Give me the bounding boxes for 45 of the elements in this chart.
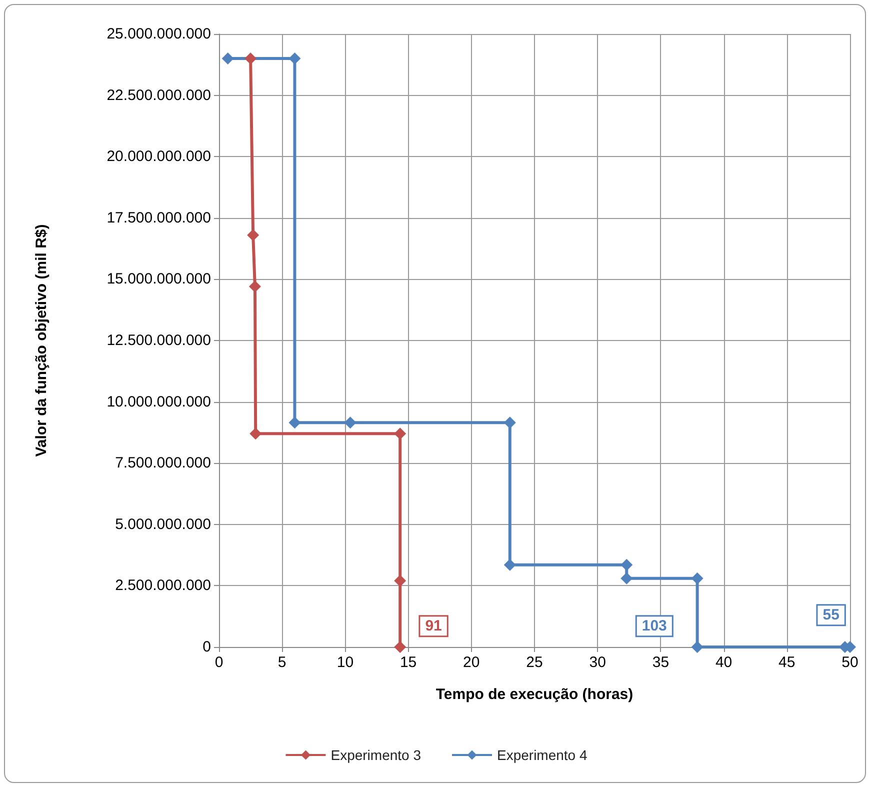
annotation: 55 xyxy=(822,606,840,624)
point xyxy=(394,574,406,587)
x-tick-label: 30 xyxy=(589,654,606,671)
point xyxy=(691,641,704,653)
y-tick-label: 20.000.000.000 xyxy=(106,148,211,166)
x-tick-label: 20 xyxy=(463,654,480,671)
point xyxy=(288,52,301,65)
x-tick-label: 45 xyxy=(778,654,796,671)
point xyxy=(247,229,260,242)
legend-label: Experimento 4 xyxy=(497,747,588,763)
point xyxy=(504,558,516,571)
x-tick-label: 5 xyxy=(278,654,286,671)
annotation: 91 xyxy=(425,618,442,635)
y-tick-label: 25.000.000.000 xyxy=(106,26,211,42)
point xyxy=(250,428,262,440)
y-tick-label: 17.500.000.000 xyxy=(106,209,211,226)
point xyxy=(244,52,257,65)
point xyxy=(222,52,234,65)
legend-label: Experimento 3 xyxy=(330,747,422,763)
y-tick-label: 15.000.000.000 xyxy=(106,270,211,288)
y-tick-label: 2.500.000.000 xyxy=(115,577,211,594)
y-tick-label: 12.500.000.000 xyxy=(106,332,211,349)
x-tick-label: 15 xyxy=(400,654,417,671)
y-axis-title: Valor da função objetivo (mil R$) xyxy=(33,224,50,457)
point xyxy=(620,558,633,571)
x-tick-label: 25 xyxy=(526,654,543,671)
point xyxy=(620,572,633,584)
point xyxy=(288,416,301,429)
point xyxy=(394,428,406,440)
x-tick-label: 10 xyxy=(336,654,354,671)
y-tick-label: 5.000.000.000 xyxy=(115,516,211,533)
x-axis-title: Tempo de execução (horas) xyxy=(436,686,634,703)
y-tick-label: 10.000.000.000 xyxy=(106,393,211,410)
x-tick-label: 0 xyxy=(214,654,224,671)
annotation: 103 xyxy=(642,618,667,635)
x-tick-label: 50 xyxy=(842,654,858,671)
x-tick-label: 40 xyxy=(715,654,732,671)
x-tick-label: 35 xyxy=(652,654,670,671)
point xyxy=(504,416,516,429)
y-tick-label: 0 xyxy=(202,638,211,656)
point xyxy=(394,641,406,653)
y-tick-label: 7.500.000.000 xyxy=(115,454,211,472)
point xyxy=(344,416,356,429)
y-tick-label: 22.500.000.000 xyxy=(106,86,211,104)
point xyxy=(691,572,704,584)
